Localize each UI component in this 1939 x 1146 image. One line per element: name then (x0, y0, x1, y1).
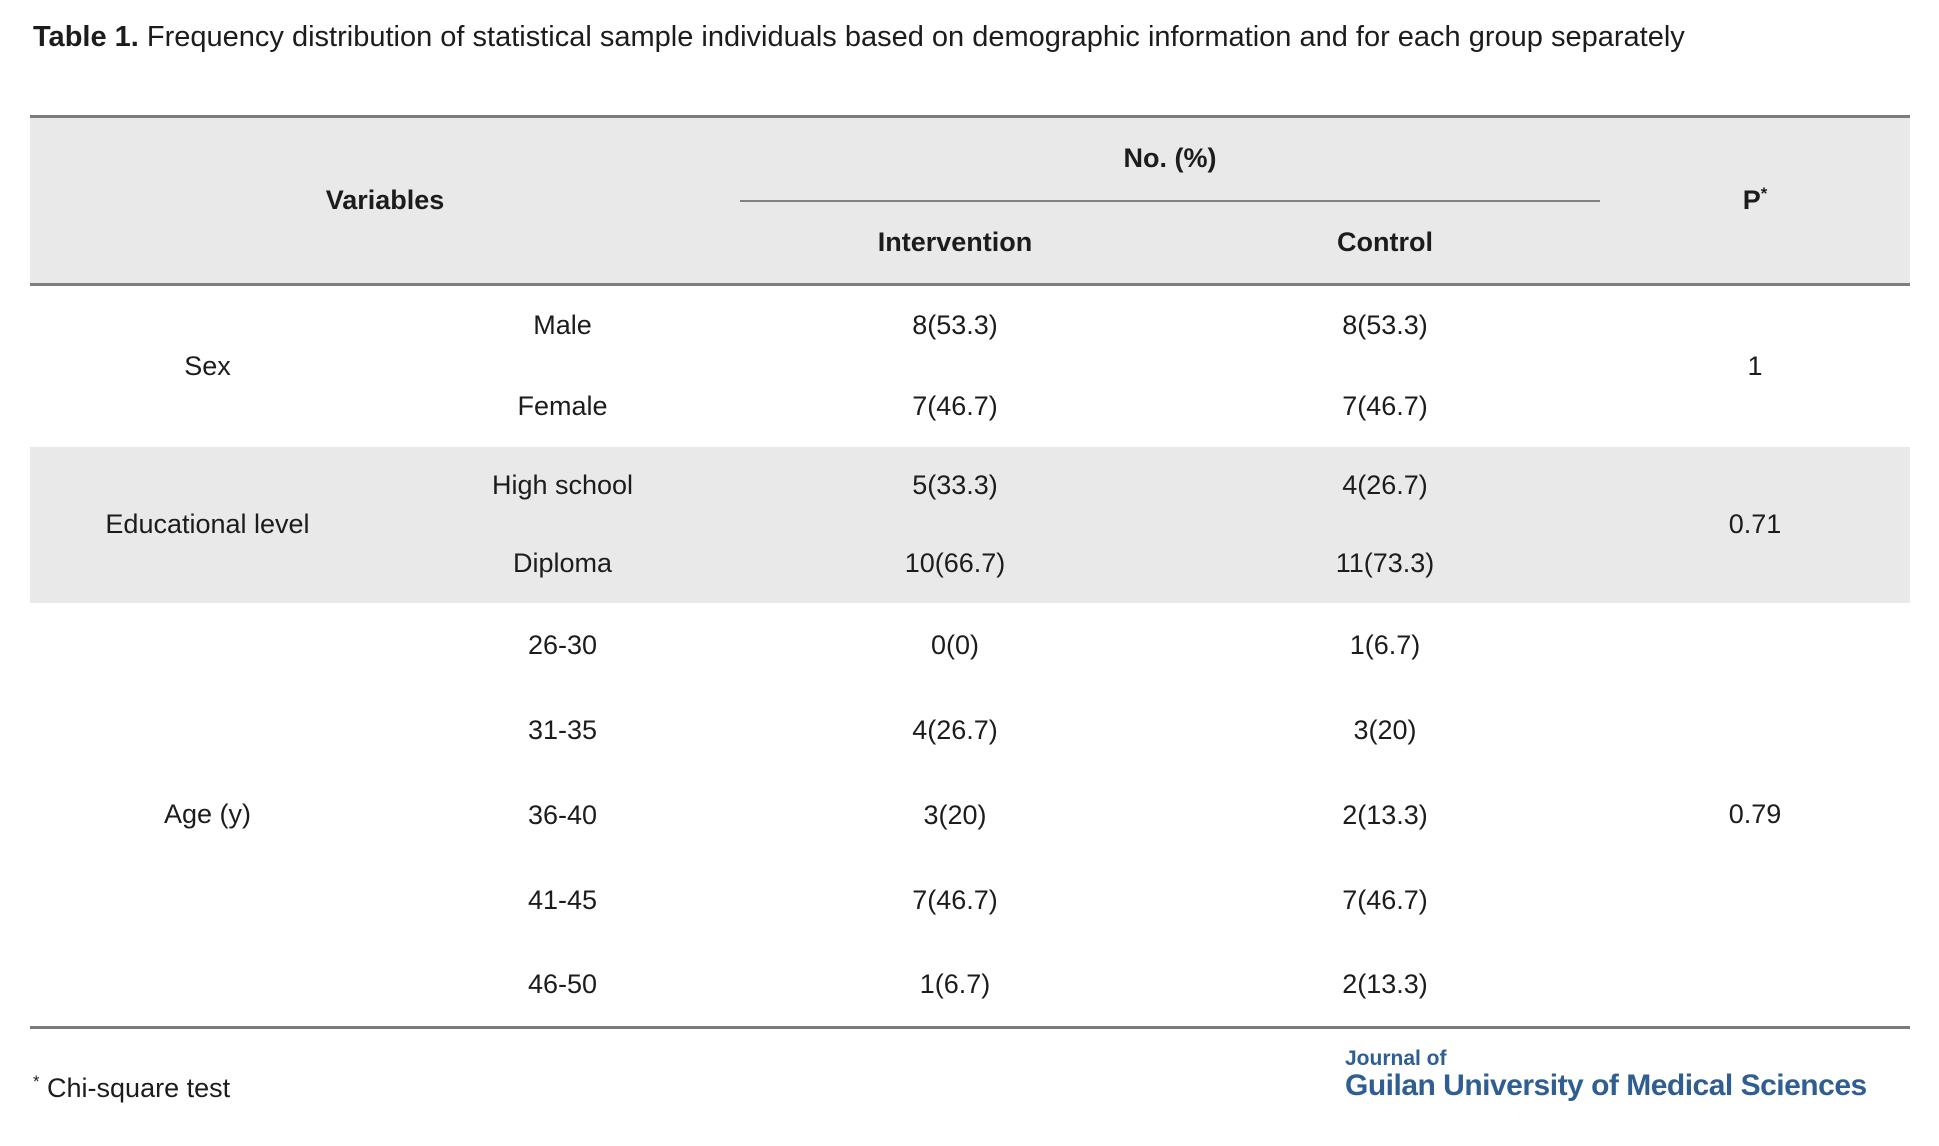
table-row: 31-35 4(26.7) 3(20) (30, 688, 1910, 773)
column-header-variables: Variables (30, 116, 740, 286)
intervention-value-cell: 5(33.3) (740, 446, 1170, 525)
p-value-cell: 0.71 (1600, 446, 1911, 603)
intervention-value-cell: 7(46.7) (912, 884, 998, 915)
demographics-table-container: Variables No. (%) P* Intervention Contro… (30, 115, 1911, 1029)
category-cell: 31-35 (527, 714, 598, 745)
variable-cell: Sex (184, 350, 231, 381)
table-caption-text: Frequency distribution of statistical sa… (146, 21, 1685, 53)
category-cell: 26-30 (527, 629, 598, 660)
table-caption: Table 1. Frequency distribution of stati… (33, 20, 1685, 55)
category-cell: 41-45 (527, 884, 598, 915)
table-footnote: * Chi-square test (33, 1072, 230, 1104)
intervention-value-cell: 1(6.7) (919, 968, 991, 999)
control-value-cell: 4(26.7) (1170, 446, 1601, 525)
table-row: Age (y) 26-30 0(0) 1(6.7) 0.79 (30, 603, 1910, 829)
table-row: Female 7(46.7) 7(46.7) (30, 366, 1910, 447)
intervention-value-cell: 8(53.3) (912, 310, 998, 341)
footnote-text: Chi-square test (47, 1073, 231, 1103)
p-label: P (1742, 185, 1761, 215)
demographics-table: Variables No. (%) P* Intervention Contro… (30, 115, 1911, 1029)
category-cell: High school (385, 446, 740, 525)
table-caption-label: Table 1. (33, 21, 139, 53)
journal-logo-line2: Guilan University of Medical Sciences (1345, 1069, 1867, 1103)
table-row: 46-50 1(6.7) 2(13.3) (30, 943, 1910, 1028)
table-row: 36-40 3(20) 2(13.3) (30, 773, 1910, 858)
category-cell: Male (533, 310, 592, 341)
control-value-cell: 2(13.3) (1342, 799, 1428, 830)
table-row: Diploma 10(66.7) 11(73.3) (30, 524, 1910, 603)
journal-logo-line1: Journal of (1345, 1047, 1447, 1070)
control-value-cell: 3(20) (1353, 714, 1417, 745)
category-cell: 46-50 (527, 968, 598, 999)
column-header-p: P* (1600, 116, 1911, 286)
intervention-value-cell: 4(26.7) (912, 714, 998, 745)
header-row-2: Intervention Control (30, 200, 1910, 286)
header-row-1: Variables No. (%) P* (30, 116, 1911, 286)
p-value-cell: 0.79 (1728, 798, 1782, 829)
control-value-cell: 7(46.7) (1342, 884, 1428, 915)
footnote-asterisk: * (33, 1072, 40, 1091)
variable-cell: Age (y) (163, 798, 252, 829)
category-cell: Female (517, 390, 608, 421)
intervention-value-cell: 0(0) (930, 629, 979, 660)
variable-cell: Educational level (30, 446, 385, 603)
control-value-cell: 8(53.3) (1342, 310, 1428, 341)
intervention-value-cell: 10(66.7) (740, 524, 1170, 603)
p-value-cell: 1 (1747, 350, 1763, 381)
table-row: Sex Male 8(53.3) 8(53.3) 1 (30, 285, 1910, 381)
section-sex: Sex Male 8(53.3) 8(53.3) 1 Female 7(46.7… (30, 285, 1910, 447)
column-header-intervention: Intervention (740, 200, 1170, 286)
intervention-value-cell: 3(20) (923, 799, 987, 830)
table-row: 41-45 7(46.7) 7(46.7) (30, 858, 1910, 943)
control-value-cell: 11(73.3) (1170, 524, 1601, 603)
column-header-no-pct: No. (%) (740, 116, 1601, 202)
column-header-control: Control (1170, 200, 1601, 286)
category-cell: 36-40 (527, 799, 598, 830)
section-educational-level: Educational level High school 5(33.3) 4(… (30, 446, 1911, 603)
category-cell: Diploma (385, 524, 740, 603)
control-value-cell: 1(6.7) (1349, 629, 1421, 660)
table-header: Variables No. (%) P* Intervention Contro… (30, 116, 1911, 286)
control-value-cell: 7(46.7) (1342, 390, 1428, 421)
p-asterisk: * (1760, 184, 1768, 203)
table-row: Educational level High school 5(33.3) 4(… (30, 446, 1911, 603)
intervention-value-cell: 7(46.7) (912, 390, 998, 421)
section-age: Age (y) 26-30 0(0) 1(6.7) 0.79 31-35 4(2… (30, 603, 1910, 1028)
journal-logo: Journal of Guilan University of Medical … (1345, 1047, 1867, 1103)
control-value-cell: 2(13.3) (1342, 968, 1428, 999)
